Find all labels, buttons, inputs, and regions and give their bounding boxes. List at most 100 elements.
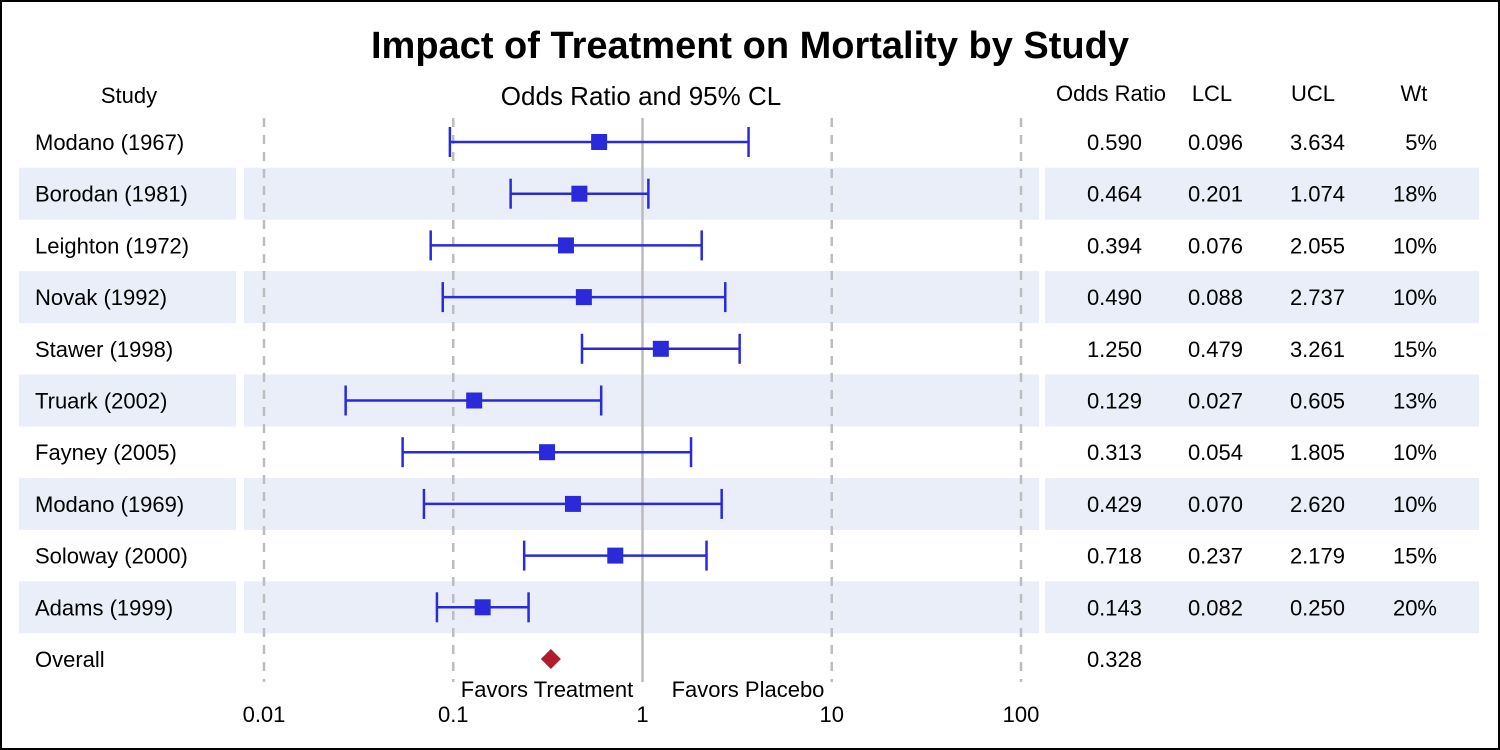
ucl-value: 0.605: [1290, 389, 1345, 414]
row-band: [19, 374, 236, 427]
weight-value: 10%: [1393, 440, 1437, 465]
lcl-value: 0.070: [1188, 492, 1243, 517]
odds-ratio-marker: [607, 547, 624, 564]
ucl-value: 1.074: [1290, 182, 1345, 207]
column-header-ucl: UCL: [1291, 81, 1335, 106]
study-name: Adams (1999): [35, 595, 173, 620]
weight-value: 5%: [1405, 130, 1437, 155]
study-row: Truark (2002) 0.129 0.027 0.605 13%: [35, 385, 1437, 416]
odds-ratio-value: 0.394: [1087, 233, 1142, 258]
annotation-favors-placebo: Favors Placebo: [672, 677, 825, 702]
study-name: Truark (2002): [35, 389, 167, 414]
x-tick-label: 1: [636, 702, 648, 727]
ucl-value: 0.250: [1290, 595, 1345, 620]
column-header-lcl: LCL: [1192, 81, 1232, 106]
odds-ratio-marker: [575, 289, 592, 306]
column-header-odds-ratio: Odds Ratio: [1056, 81, 1166, 106]
study-name: Novak (1992): [35, 285, 167, 310]
lcl-value: 0.082: [1188, 595, 1243, 620]
study-rows: Modano (1967) 0.590 0.096 3.634 5% Borodan (1…: [35, 127, 1437, 672]
odds-ratio-marker: [474, 599, 491, 616]
lcl-value: 0.096: [1188, 130, 1243, 155]
odds-ratio-value: 0.429: [1087, 492, 1142, 517]
overall-value: 0.328: [1087, 647, 1142, 672]
weight-value: 10%: [1393, 285, 1437, 310]
x-tick-label: 0.1: [438, 702, 469, 727]
lcl-value: 0.027: [1188, 389, 1243, 414]
row-band: [19, 167, 236, 220]
row-band: [1045, 167, 1479, 220]
odds-ratio-marker: [652, 340, 669, 357]
study-name: Modano (1969): [35, 492, 184, 517]
overall-row: Overall 0.328: [35, 647, 1142, 672]
odds-ratio-value: 0.590: [1087, 130, 1142, 155]
odds-ratio-value: 0.129: [1087, 389, 1142, 414]
study-name: Leighton (1972): [35, 233, 189, 258]
x-tick-label: 0.01: [243, 702, 286, 727]
odds-ratio-marker: [557, 237, 574, 254]
weight-value: 18%: [1393, 182, 1437, 207]
study-name: Soloway (2000): [35, 544, 188, 569]
lcl-value: 0.054: [1188, 440, 1243, 465]
odds-ratio-marker: [466, 392, 483, 409]
row-band: [1045, 477, 1479, 530]
odds-ratio-marker: [539, 444, 556, 461]
study-name: Borodan (1981): [35, 182, 188, 207]
lcl-value: 0.201: [1188, 182, 1243, 207]
lcl-value: 0.076: [1188, 233, 1243, 258]
weight-value: 15%: [1393, 337, 1437, 362]
ucl-value: 2.620: [1290, 492, 1345, 517]
lcl-value: 0.088: [1188, 285, 1243, 310]
row-band: [1045, 374, 1479, 427]
annotation-favors-treatment: Favors Treatment: [461, 677, 633, 702]
row-band: [19, 477, 236, 530]
study-row: Leighton (1972) 0.394 0.076 2.055 10%: [35, 230, 1437, 261]
column-header-study: Study: [101, 83, 157, 108]
weight-value: 10%: [1393, 492, 1437, 517]
ucl-value: 2.737: [1290, 285, 1345, 310]
odds-ratio-value: 0.313: [1087, 440, 1142, 465]
overall-label: Overall: [35, 647, 105, 672]
row-band: [1045, 271, 1479, 324]
study-row: Adams (1999) 0.143 0.082 0.250 20%: [35, 592, 1437, 623]
odds-ratio-value: 0.490: [1087, 285, 1142, 310]
ucl-value: 3.634: [1290, 130, 1345, 155]
study-name: Stawer (1998): [35, 337, 173, 362]
study-row: Modano (1967) 0.590 0.096 3.634 5%: [35, 127, 1437, 157]
study-row: Stawer (1998) 1.250 0.479 3.261 15%: [35, 333, 1437, 364]
chart-title: Impact of Treatment on Mortality by Stud…: [371, 25, 1129, 67]
study-row: Borodan (1981) 0.464 0.201 1.074 18%: [35, 178, 1437, 209]
weight-value: 13%: [1393, 389, 1437, 414]
row-band: [19, 271, 236, 324]
study-row: Fayney (2005) 0.313 0.054 1.805 10%: [35, 437, 1437, 468]
x-axis-ticks: 0.01 0.1 1 10 100: [243, 702, 1040, 727]
weight-value: 20%: [1393, 595, 1437, 620]
column-header-wt: Wt: [1401, 81, 1428, 106]
grid-lines: [262, 118, 1023, 682]
ucl-value: 2.055: [1290, 233, 1345, 258]
row-band: [1045, 581, 1479, 634]
study-name: Fayney (2005): [35, 440, 177, 465]
x-tick-label: 100: [1003, 702, 1040, 727]
study-row: Modano (1969) 0.429 0.070 2.620 10%: [35, 488, 1437, 519]
ucl-value: 1.805: [1290, 440, 1345, 465]
odds-ratio-value: 1.250: [1087, 337, 1142, 362]
ucl-value: 2.179: [1290, 544, 1345, 569]
odds-ratio-value: 0.143: [1087, 595, 1142, 620]
row-bands: [19, 167, 1479, 634]
x-tick-label: 10: [820, 702, 844, 727]
odds-ratio-value: 0.718: [1087, 544, 1142, 569]
study-row: Novak (1992) 0.490 0.088 2.737 10%: [35, 282, 1437, 313]
study-row: Soloway (2000) 0.718 0.237 2.179 15%: [35, 540, 1437, 571]
ucl-value: 3.261: [1290, 337, 1345, 362]
lcl-value: 0.237: [1188, 544, 1243, 569]
odds-ratio-marker: [564, 495, 581, 512]
weight-value: 10%: [1393, 233, 1437, 258]
weight-value: 15%: [1393, 544, 1437, 569]
overall-marker: [540, 649, 561, 669]
odds-ratio-value: 0.464: [1087, 182, 1142, 207]
row-band: [19, 581, 236, 634]
odds-ratio-marker: [591, 134, 608, 150]
lcl-value: 0.479: [1188, 337, 1243, 362]
